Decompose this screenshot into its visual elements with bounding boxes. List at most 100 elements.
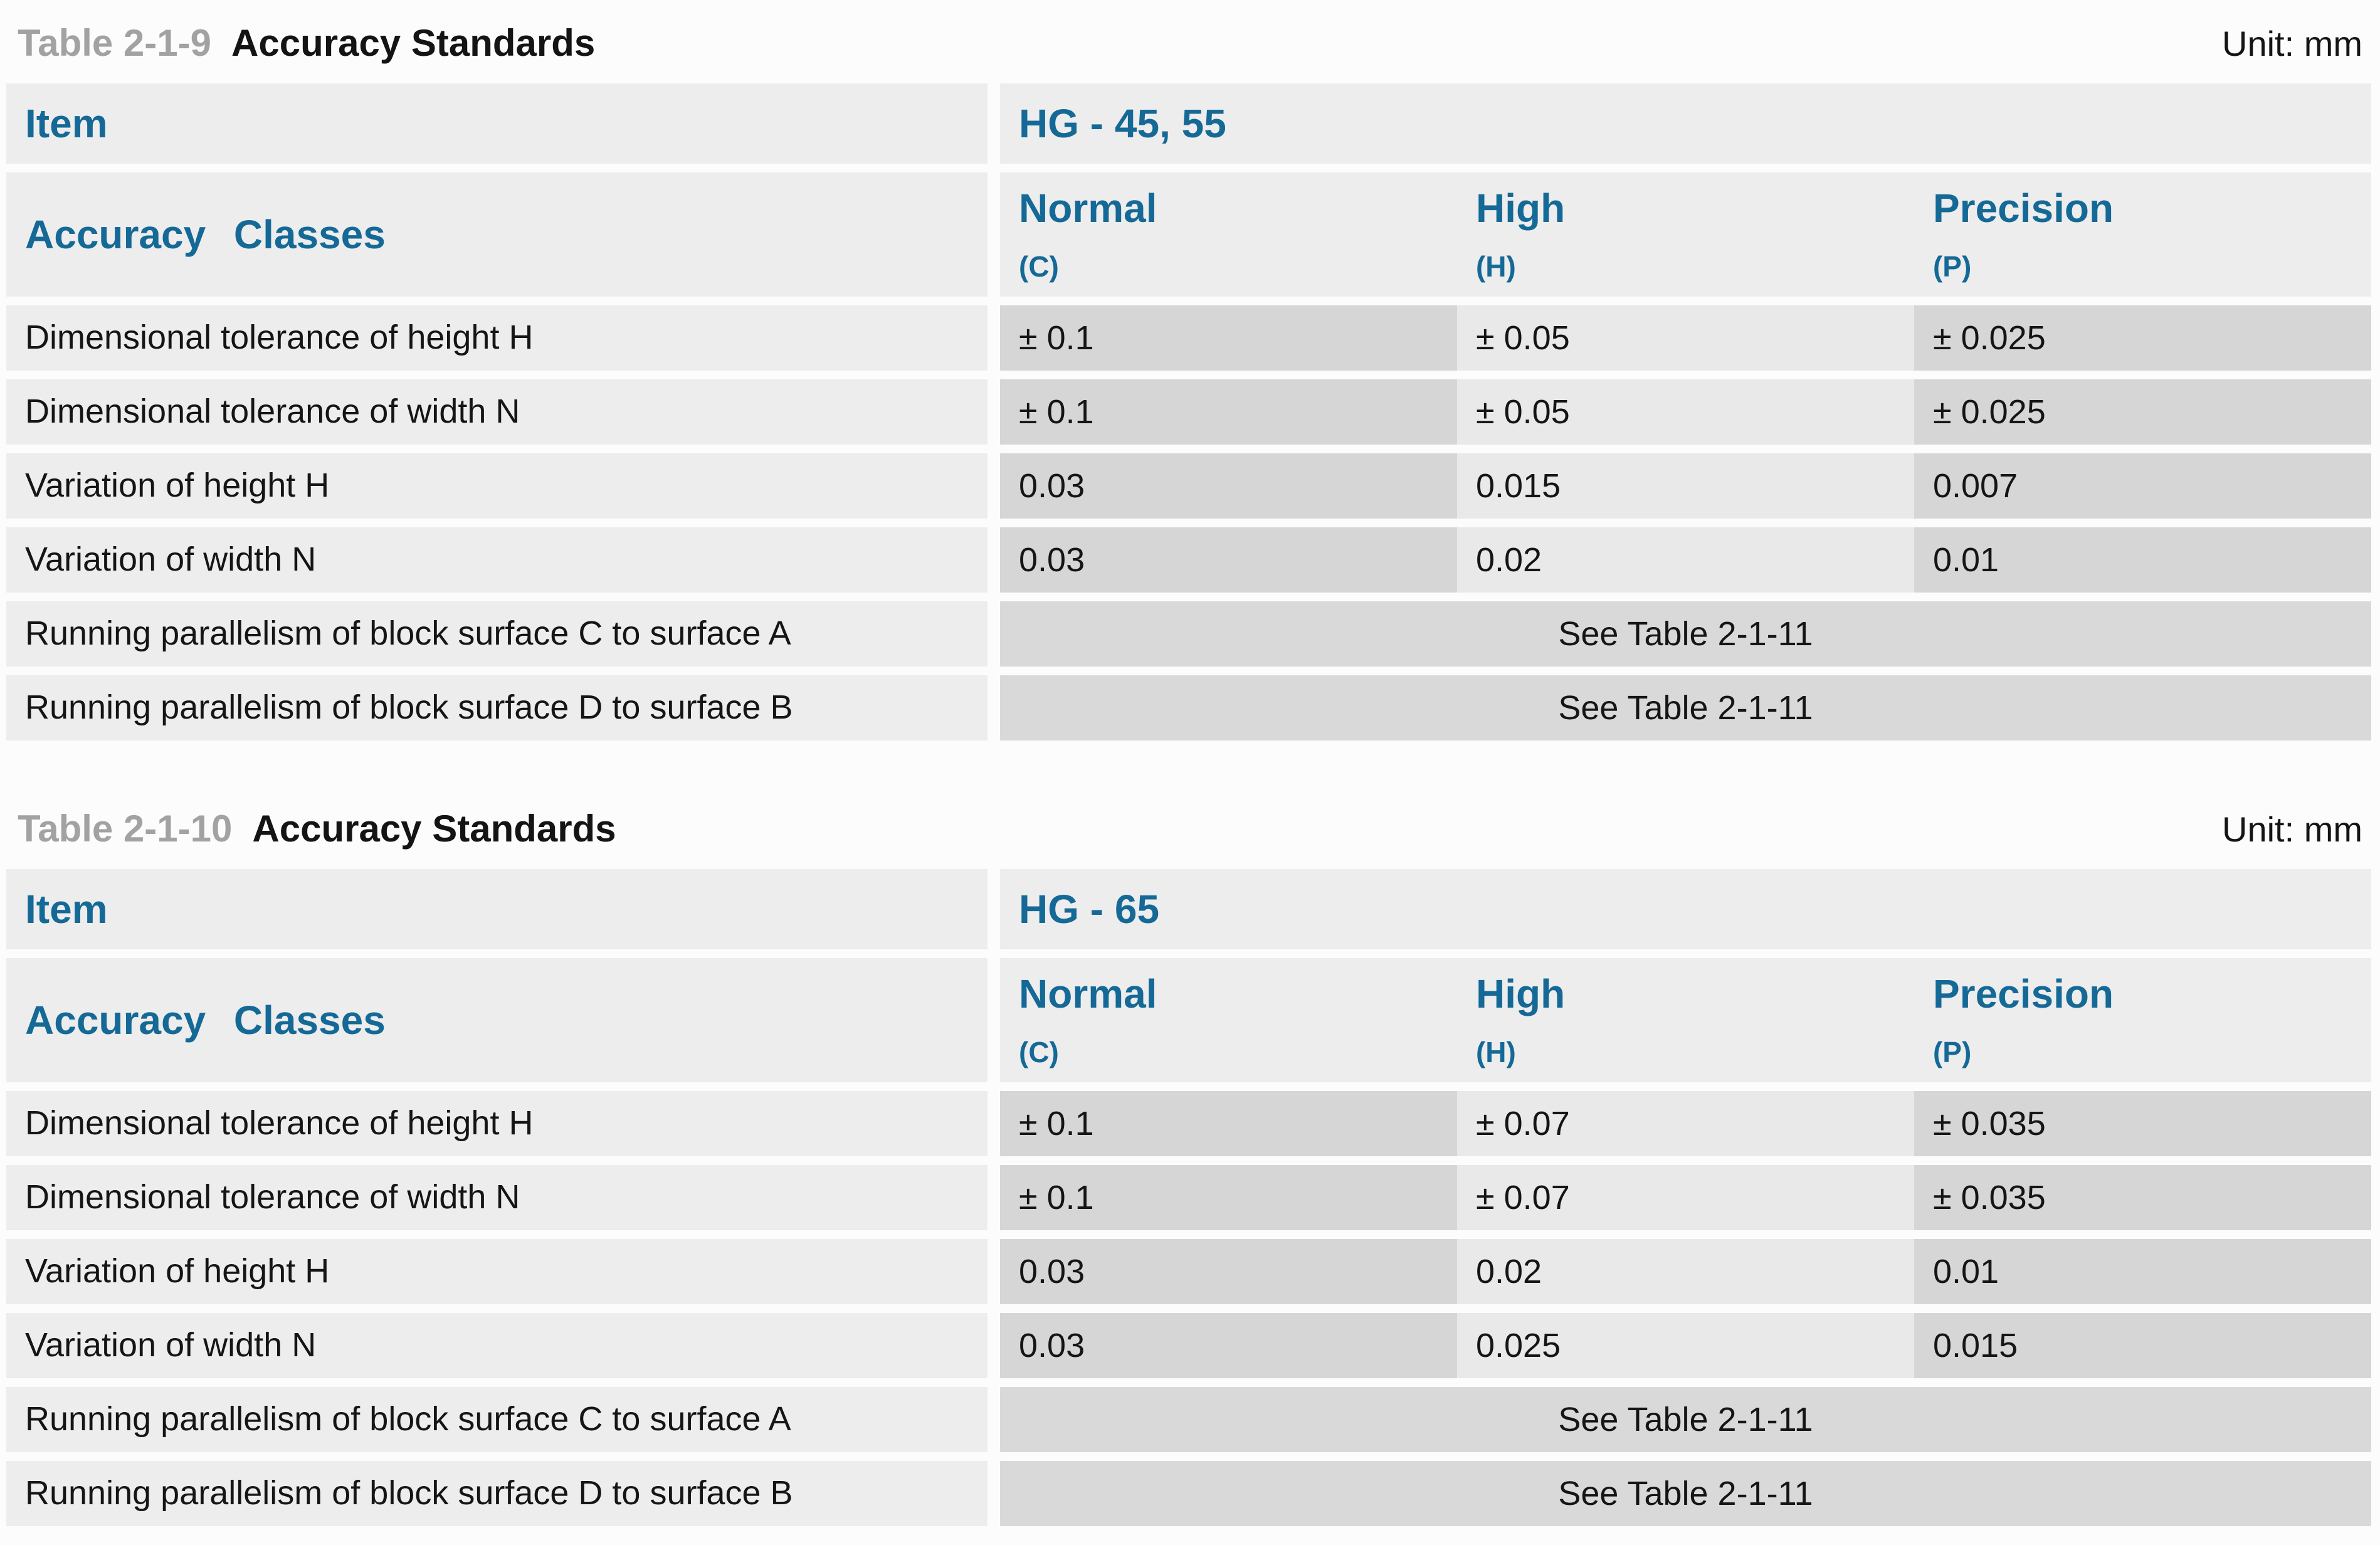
classes-label: Accuracy Classes — [25, 212, 386, 257]
table-number: Table 2-1-9 — [18, 22, 211, 64]
column-header-normal: Normal (C) — [1000, 172, 1457, 297]
item-label-cell: Item — [6, 869, 987, 949]
row-label: Dimensional tolerance of width N — [25, 1178, 520, 1216]
value-cell-precision: 0.007 — [1914, 453, 2371, 519]
row-label: Dimensional tolerance of width N — [25, 393, 520, 431]
column-name: High — [1475, 971, 1566, 1016]
row-label: Running parallelism of block surface C t… — [25, 1400, 791, 1438]
table-row: Running parallelism of block surface D t… — [6, 1461, 2371, 1526]
column-header-high: High (H) — [1457, 958, 1914, 1082]
row-label: Dimensional tolerance of height H — [25, 1104, 534, 1142]
column-name: High — [1475, 186, 1566, 231]
value-cell-normal: 0.03 — [1000, 527, 1457, 593]
value-cell-precision: ± 0.025 — [1914, 379, 2371, 445]
table-row: Variation of height H 0.03 0.015 0.007 — [6, 453, 2371, 519]
item-row: Item HG - 45, 55 — [6, 83, 2371, 164]
accuracy-table-hg65: Table 2-1-10 Accuracy Standards Unit: mm… — [6, 749, 2371, 1526]
value-cell-normal: ± 0.1 — [1000, 305, 1457, 371]
value-cell-normal: 0.03 — [1000, 1239, 1457, 1304]
table-row: Dimensional tolerance of width N ± 0.1 ±… — [6, 1165, 2371, 1230]
table-caption: Table 2-1-9 Accuracy Standards Unit: mm — [6, 0, 2371, 83]
accuracy-classes-row: Accuracy Classes Normal (C) High (H) Pre… — [6, 172, 2371, 297]
unit-label: Unit: mm — [2222, 809, 2362, 849]
column-gap — [987, 958, 1000, 1082]
table-row: Dimensional tolerance of height H ± 0.1 … — [6, 1091, 2371, 1156]
table-row: Variation of height H 0.03 0.02 0.01 — [6, 1239, 2371, 1304]
class-header-area: Normal (C) High (H) Precision (P) — [1000, 958, 2371, 1082]
see-table-cell: See Table 2-1-11 — [1000, 675, 2371, 741]
column-name: Precision — [1932, 186, 2114, 231]
value-cell-high: 0.02 — [1456, 527, 1914, 593]
column-name: Normal — [1019, 971, 1157, 1016]
value-cell-normal: ± 0.1 — [1000, 1091, 1457, 1156]
table-row: Variation of width N 0.03 0.025 0.015 — [6, 1313, 2371, 1378]
table-title: Accuracy Standards — [252, 808, 616, 850]
item-label: Item — [25, 887, 108, 932]
row-label: Variation of height H — [25, 467, 330, 505]
table-row: Variation of width N 0.03 0.02 0.01 — [6, 527, 2371, 593]
item-value-cell: HG - 65 — [1000, 869, 2371, 949]
value-cell-precision: 0.01 — [1914, 527, 2371, 593]
value-cell-normal: 0.03 — [1000, 1313, 1457, 1378]
item-label-cell: Item — [6, 83, 987, 164]
accuracy-classes-row: Accuracy Classes Normal (C) High (H) Pre… — [6, 958, 2371, 1082]
column-gap — [987, 83, 1000, 164]
item-label: Item — [25, 101, 108, 146]
value-cell-normal: ± 0.1 — [1000, 1165, 1457, 1230]
table-row: Running parallelism of block surface D t… — [6, 675, 2371, 741]
column-gap — [987, 172, 1000, 297]
column-header-high: High (H) — [1457, 172, 1914, 297]
value-cell-high: ± 0.05 — [1456, 379, 1914, 445]
table-row: Running parallelism of block surface C t… — [6, 1387, 2371, 1452]
unit-label: Unit: mm — [2222, 24, 2362, 63]
see-table-cell: See Table 2-1-11 — [1000, 1387, 2371, 1452]
value-cell-precision: ± 0.035 — [1914, 1165, 2371, 1230]
class-header-area: Normal (C) High (H) Precision (P) — [1000, 172, 2371, 297]
classes-label-cell: Accuracy Classes — [6, 172, 987, 297]
column-code: (H) — [1475, 1036, 1516, 1068]
value-cell-precision: ± 0.035 — [1914, 1091, 2371, 1156]
row-label: Variation of width N — [25, 540, 317, 579]
value-cell-high: 0.025 — [1456, 1313, 1914, 1378]
value-cell-normal: 0.03 — [1000, 453, 1457, 519]
value-cell-normal: ± 0.1 — [1000, 379, 1457, 445]
table-caption: Table 2-1-10 Accuracy Standards Unit: mm — [6, 749, 2371, 869]
table-row: Dimensional tolerance of width N ± 0.1 ±… — [6, 379, 2371, 445]
row-label: Running parallelism of block surface D t… — [25, 688, 793, 727]
row-label: Running parallelism of block surface D t… — [25, 1474, 793, 1512]
column-code: (H) — [1475, 250, 1516, 283]
column-code: (P) — [1932, 250, 1972, 283]
value-cell-high: 0.015 — [1456, 453, 1914, 519]
column-code: (C) — [1019, 1036, 1059, 1068]
table-number: Table 2-1-10 — [18, 808, 233, 850]
accuracy-table-hg45-55: Table 2-1-9 Accuracy Standards Unit: mm … — [6, 0, 2371, 741]
column-code: (P) — [1932, 1036, 1972, 1068]
see-table-cell: See Table 2-1-11 — [1000, 1461, 2371, 1526]
value-cell-precision: 0.015 — [1914, 1313, 2371, 1378]
table-row: Dimensional tolerance of height H ± 0.1 … — [6, 305, 2371, 371]
row-label: Running parallelism of block surface C t… — [25, 614, 791, 653]
value-cell-high: ± 0.07 — [1456, 1091, 1914, 1156]
item-row: Item HG - 65 — [6, 869, 2371, 949]
value-cell-precision: ± 0.025 — [1914, 305, 2371, 371]
row-label: Variation of height H — [25, 1252, 330, 1290]
see-table-cell: See Table 2-1-11 — [1000, 601, 2371, 667]
column-name: Precision — [1932, 971, 2114, 1016]
column-header-precision: Precision (P) — [1914, 172, 2371, 297]
column-name: Normal — [1019, 186, 1157, 231]
item-value-cell: HG - 45, 55 — [1000, 83, 2371, 164]
row-label: Dimensional tolerance of height H — [25, 319, 534, 357]
value-cell-high: ± 0.05 — [1456, 305, 1914, 371]
classes-label: Accuracy Classes — [25, 998, 386, 1043]
column-header-normal: Normal (C) — [1000, 958, 1457, 1082]
classes-label-cell: Accuracy Classes — [6, 958, 987, 1082]
column-gap — [987, 869, 1000, 949]
table-row: Running parallelism of block surface C t… — [6, 601, 2371, 667]
value-cell-high: 0.02 — [1456, 1239, 1914, 1304]
value-cell-high: ± 0.07 — [1456, 1165, 1914, 1230]
column-code: (C) — [1019, 250, 1059, 283]
column-header-precision: Precision (P) — [1914, 958, 2371, 1082]
table-title: Accuracy Standards — [231, 22, 596, 64]
value-cell-precision: 0.01 — [1914, 1239, 2371, 1304]
